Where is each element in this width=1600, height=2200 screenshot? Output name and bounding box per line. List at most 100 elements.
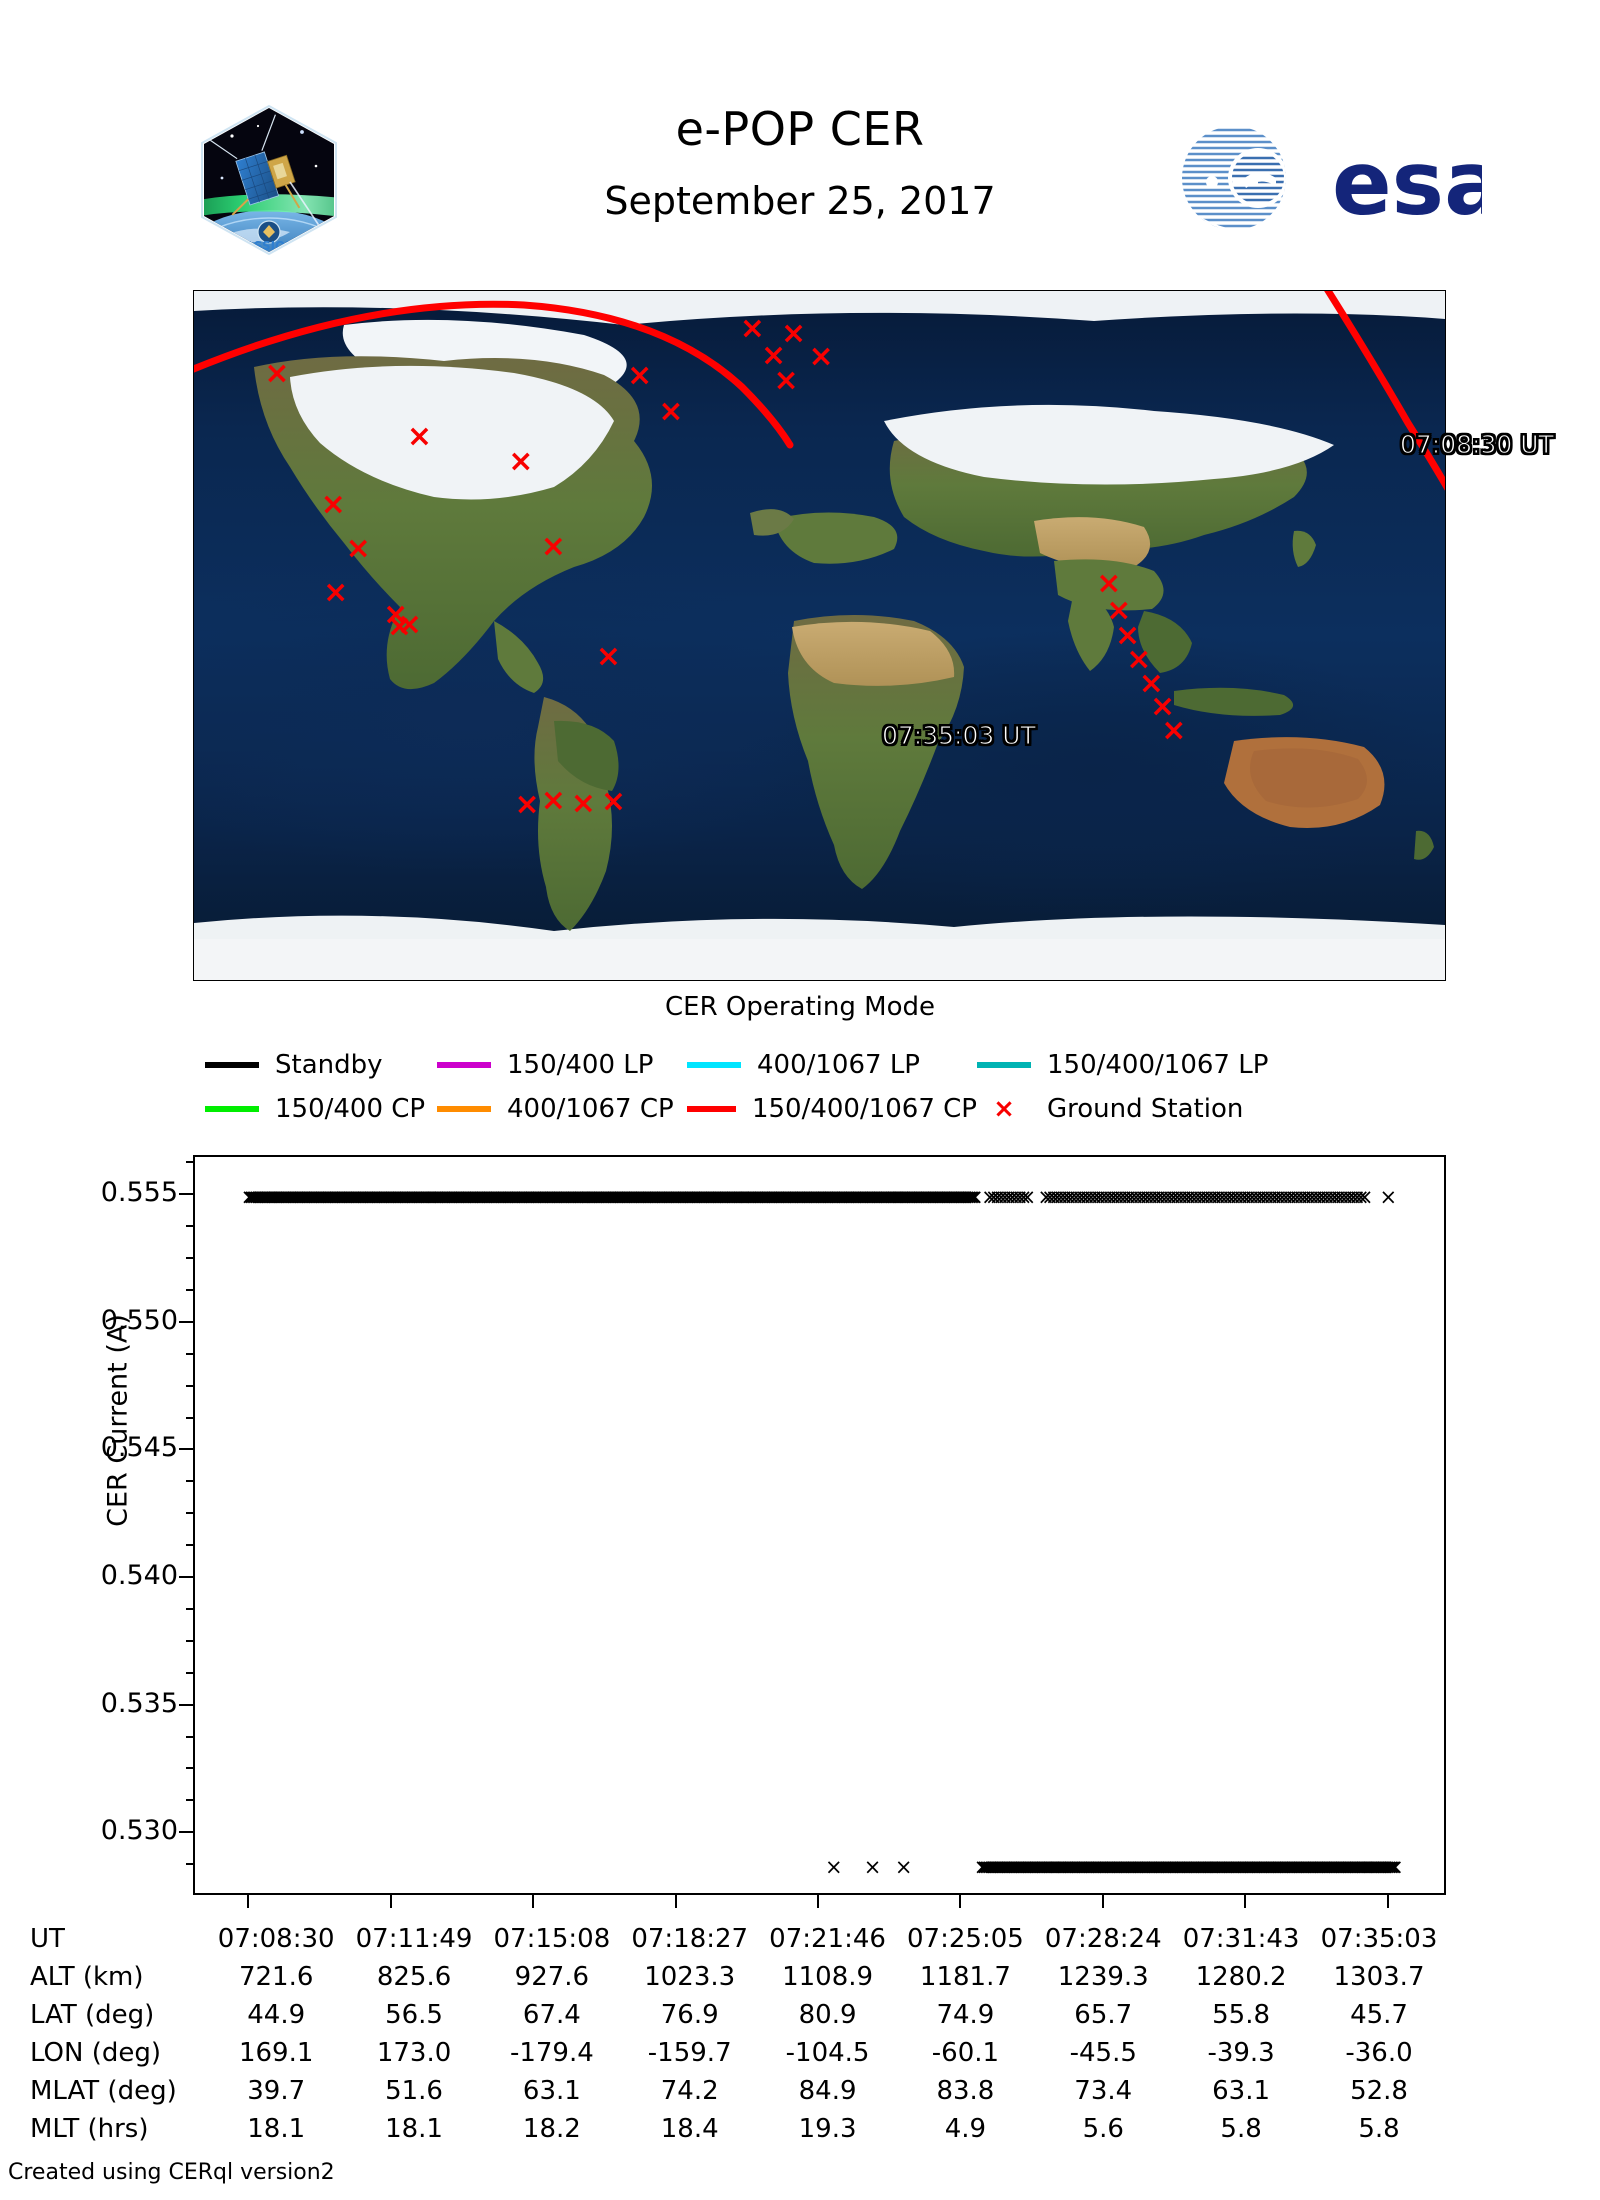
data-point-marker: × <box>378 1184 397 1209</box>
data-point-marker: × <box>646 1184 664 1209</box>
data-point-marker: × <box>709 1184 727 1209</box>
data-point-marker: × <box>1045 1854 1063 1879</box>
legend-color-swatch <box>687 1106 736 1112</box>
data-point-marker: × <box>906 1184 925 1209</box>
data-point-marker: × <box>270 1184 288 1209</box>
data-point-marker: × <box>506 1184 524 1209</box>
x-tick-major <box>959 1895 962 1908</box>
y-tick-minor <box>186 1639 193 1642</box>
map-time-label-end: 07:35:03 UT <box>882 721 1037 751</box>
data-point-marker: × <box>667 1184 685 1209</box>
y-tick-label: 0.550 <box>100 1304 178 1336</box>
data-point-marker: × <box>815 1184 834 1209</box>
data-point-marker: × <box>642 1184 661 1209</box>
data-point-marker: × <box>1232 1854 1251 1879</box>
table-cell: 65.7 <box>1074 2000 1133 2030</box>
data-point-marker: × <box>1314 1184 1333 1209</box>
data-point-marker: × <box>1063 1184 1082 1209</box>
data-point-marker: × <box>960 1184 979 1209</box>
x-tick-major <box>1101 1895 1104 1908</box>
data-point-marker: × <box>1017 1854 1035 1879</box>
data-point-marker: × <box>658 1184 676 1209</box>
data-point-marker: × <box>698 1184 717 1209</box>
data-point-marker: × <box>390 1184 409 1209</box>
data-point-marker: × <box>789 1184 808 1209</box>
data-point-marker: × <box>249 1184 267 1209</box>
data-point-marker: × <box>1375 1854 1394 1879</box>
data-point-marker: × <box>296 1184 315 1209</box>
data-point-marker: × <box>702 1184 720 1209</box>
data-point-marker: × <box>668 1184 687 1209</box>
data-point-marker: × <box>939 1184 958 1209</box>
data-point-marker: × <box>1330 1854 1348 1879</box>
data-point-marker: × <box>483 1184 502 1209</box>
data-point-marker: × <box>904 1184 923 1209</box>
data-point-marker: × <box>572 1184 591 1209</box>
table-cell: 74.2 <box>660 2076 719 2106</box>
table-cell: 5.8 <box>1358 2114 1400 2144</box>
data-point-marker: × <box>1195 1854 1214 1879</box>
data-point-marker: × <box>1096 1854 1114 1879</box>
x-tick-major <box>1386 1895 1389 1908</box>
data-point-marker: × <box>254 1184 273 1209</box>
data-point-marker: × <box>364 1184 383 1209</box>
data-point-marker: × <box>1374 1854 1392 1879</box>
data-point-marker: × <box>338 1184 356 1209</box>
legend-400-1067-cp: 400/1067 CP <box>437 1094 687 1124</box>
data-point-marker: × <box>595 1184 614 1209</box>
data-point-marker: × <box>847 1184 865 1209</box>
data-point-marker: × <box>628 1184 647 1209</box>
y-tick-minor <box>186 1352 193 1355</box>
data-point-marker: × <box>1080 1854 1098 1879</box>
data-point-marker: × <box>1207 1854 1226 1879</box>
data-point-marker: × <box>268 1184 287 1209</box>
data-point-marker: × <box>880 1184 899 1209</box>
data-point-marker: × <box>621 1184 640 1209</box>
data-point-marker: × <box>1127 1184 1145 1209</box>
data-point-marker: × <box>1325 1184 1344 1209</box>
data-point-marker: × <box>777 1184 795 1209</box>
data-point-marker: × <box>890 1184 909 1209</box>
data-point-marker: × <box>1206 1854 1224 1879</box>
data-point-marker: × <box>1292 1184 1310 1209</box>
data-point-marker: × <box>1082 1854 1100 1879</box>
data-point-marker: × <box>1134 1184 1153 1209</box>
data-point-marker: × <box>373 1184 391 1209</box>
table-cell: 07:08:30 <box>217 1924 335 1954</box>
data-point-marker: × <box>689 1184 708 1209</box>
data-point-marker: × <box>964 1184 982 1209</box>
data-point-marker: × <box>859 1184 878 1209</box>
data-point-marker: × <box>326 1184 344 1209</box>
data-point-marker: × <box>1281 1854 1299 1879</box>
data-point-marker: × <box>1230 1854 1249 1879</box>
data-point-marker: × <box>1073 1854 1091 1879</box>
data-point-marker: × <box>1348 1184 1366 1209</box>
data-point-marker: × <box>1101 1184 1119 1209</box>
data-point-marker: × <box>883 1184 902 1209</box>
data-point-marker: × <box>1353 1854 1371 1879</box>
table-cell: 1023.3 <box>644 1962 736 1992</box>
data-point-marker: × <box>1290 1854 1308 1879</box>
data-point-marker: × <box>588 1184 607 1209</box>
table-cell: -60.1 <box>931 2038 1000 2068</box>
data-point-marker: × <box>525 1184 544 1209</box>
data-point-marker: × <box>770 1184 788 1209</box>
data-point-marker: × <box>1311 1854 1329 1879</box>
data-point-marker: × <box>1305 1854 1324 1879</box>
data-point-marker: × <box>1241 1854 1259 1879</box>
data-point-marker: × <box>1164 1184 1183 1209</box>
data-point-marker: × <box>576 1184 594 1209</box>
data-point-marker: × <box>712 1184 731 1209</box>
table-cell: 07:15:08 <box>493 1924 611 1954</box>
data-point-marker: × <box>773 1184 792 1209</box>
data-point-marker: × <box>1198 1184 1217 1209</box>
data-point-marker: × <box>1351 1854 1369 1879</box>
data-point-marker: × <box>827 1184 846 1209</box>
data-point-marker: × <box>1200 1854 1219 1879</box>
data-point-marker: × <box>266 1184 285 1209</box>
data-point-marker: × <box>728 1184 746 1209</box>
data-point-marker: × <box>556 1184 575 1209</box>
table-cell: 07:25:05 <box>907 1924 1024 1954</box>
data-point-marker: × <box>1235 1184 1254 1209</box>
data-point-marker: × <box>301 1184 320 1209</box>
